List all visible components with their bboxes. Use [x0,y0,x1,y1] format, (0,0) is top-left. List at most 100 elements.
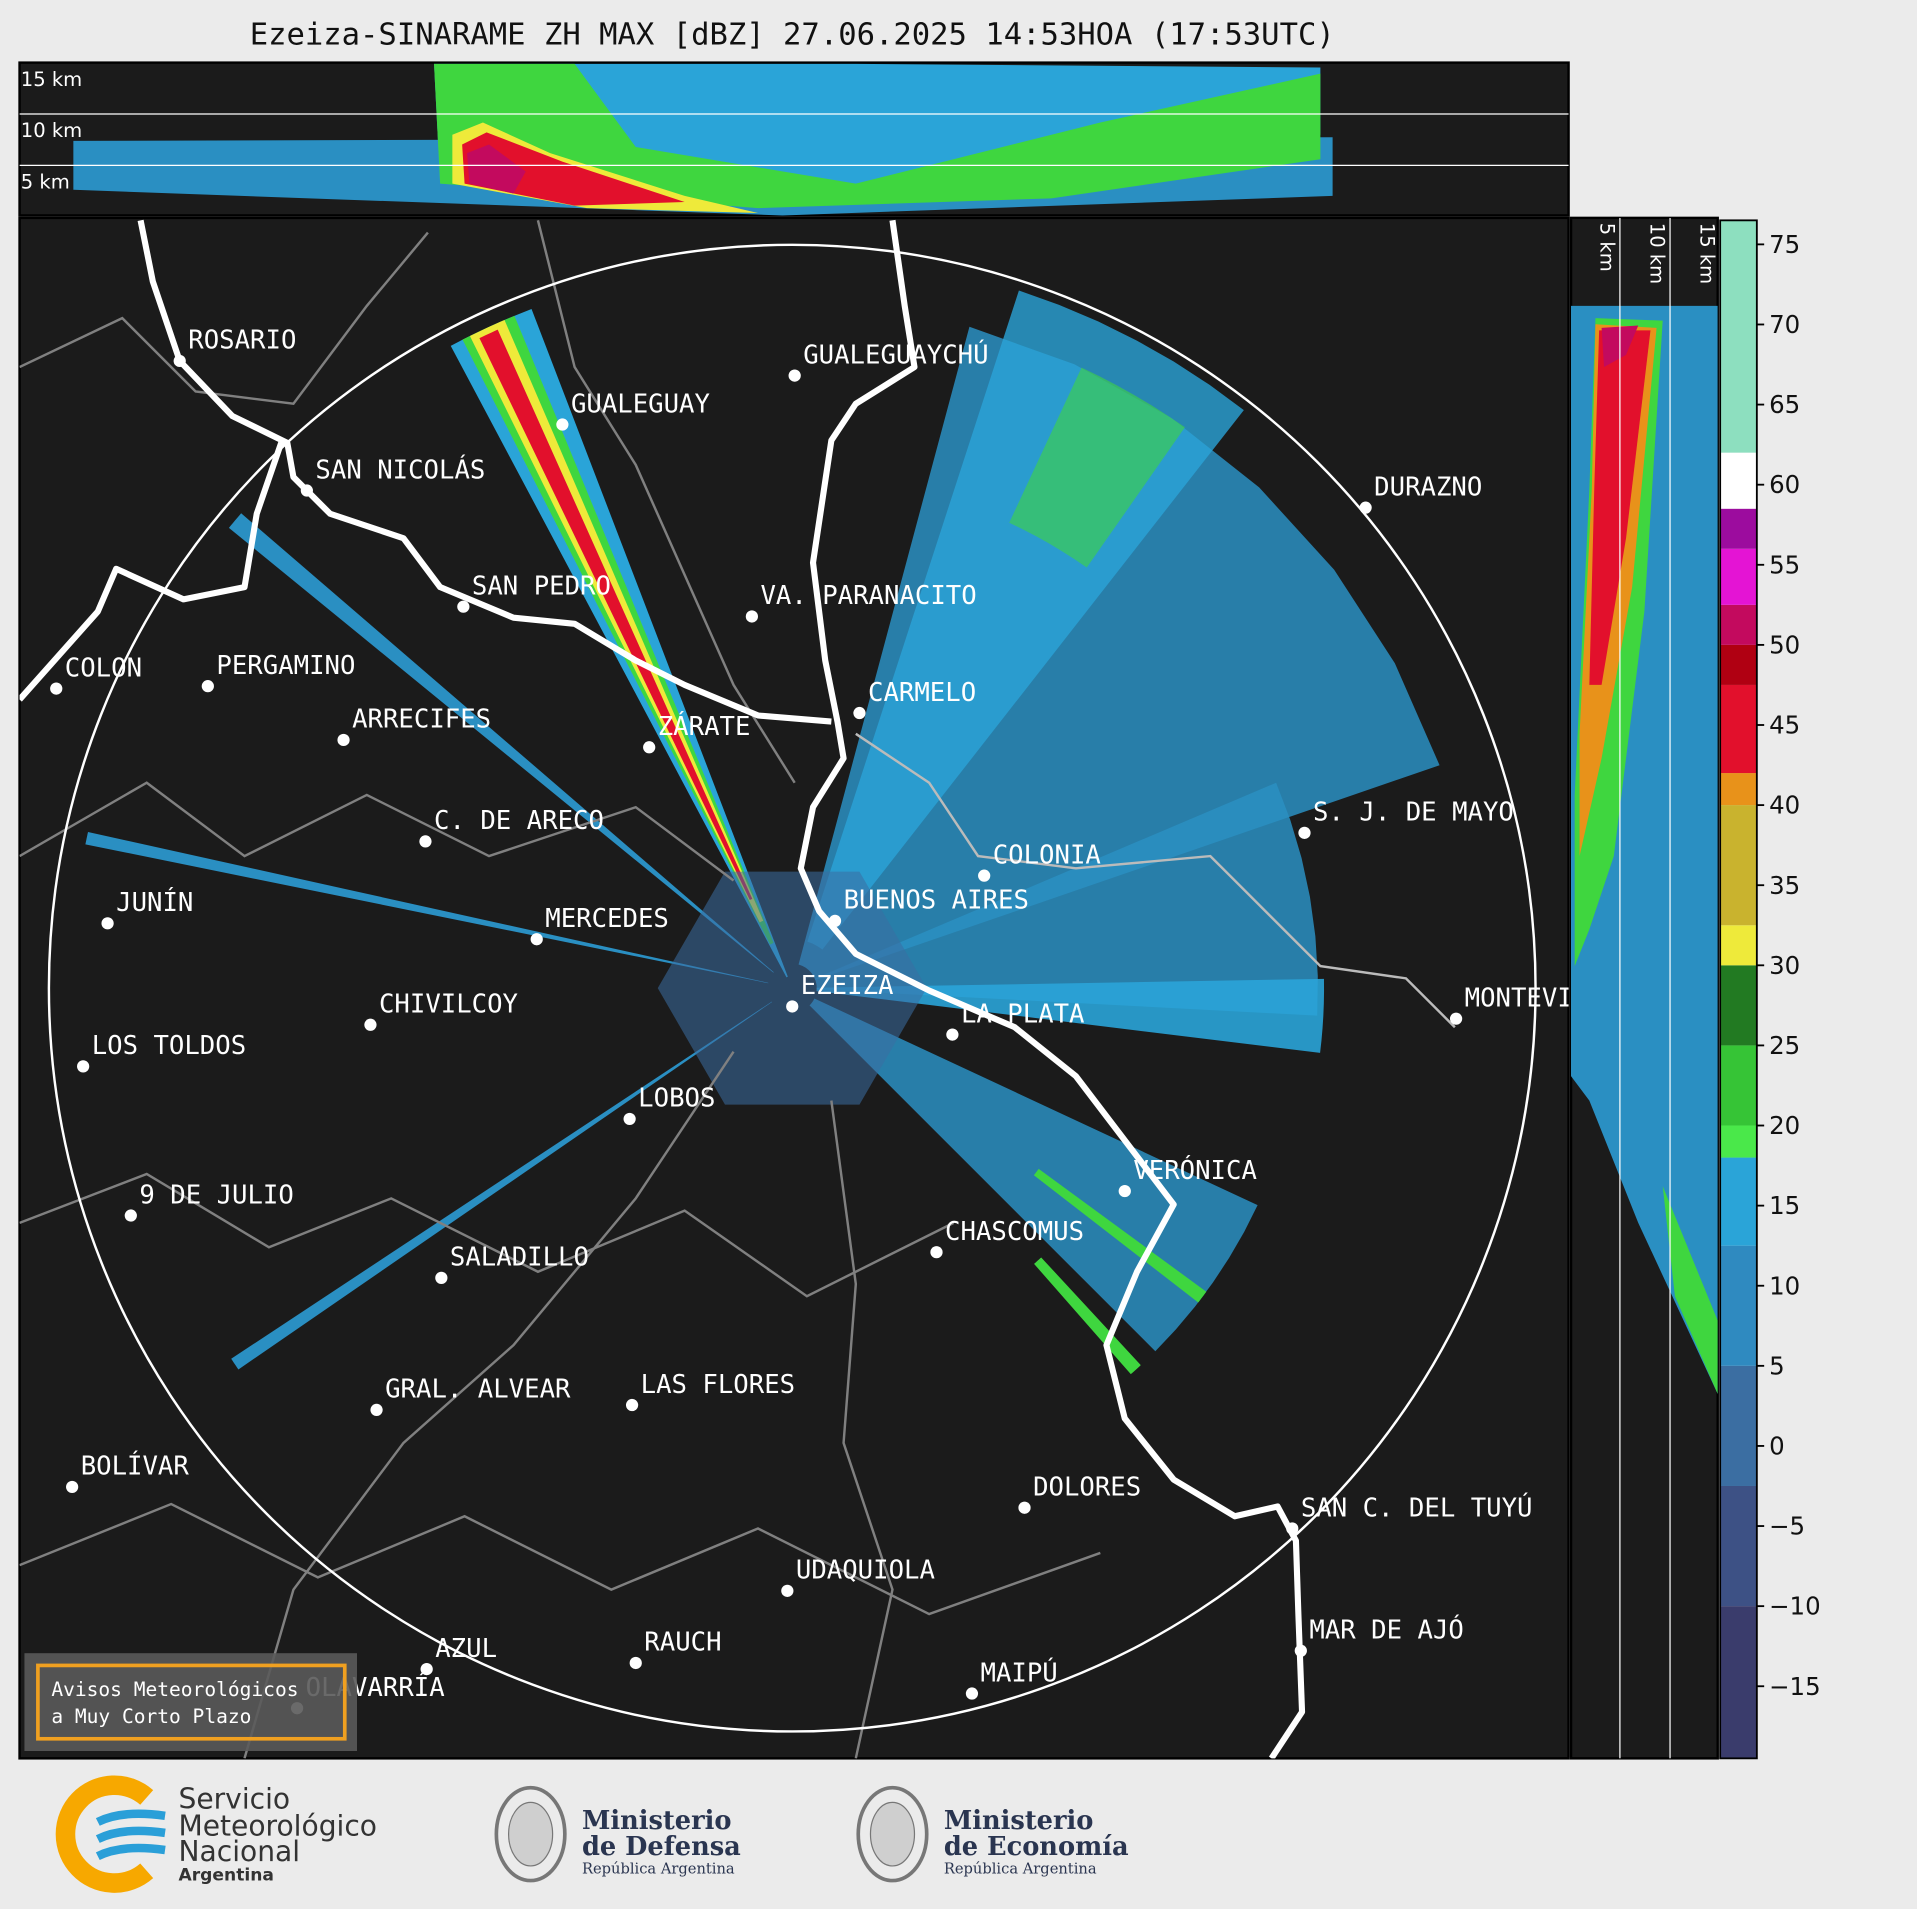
city-dot [930,1246,943,1259]
border [536,220,796,784]
logo-text: Argentina [178,1866,273,1886]
city-label: EZEIZA [801,971,894,1001]
height-label: 10 km [21,119,82,142]
echo [462,132,685,206]
colorbar-segment [1720,1485,1757,1607]
echo [479,329,753,900]
crest [494,1785,567,1883]
colorbar-segment [1720,508,1757,549]
city-dot [101,917,114,930]
city-label: DOLORES [1033,1472,1141,1502]
city-label: LAS FLORES [641,1370,795,1400]
city-label: LA PLATA [961,999,1085,1029]
city-dot [853,706,866,720]
rivers [19,219,1306,1759]
city-dot [1286,1522,1299,1535]
title: Ezeiza-SINARAME ZH MAX [dBZ] 27.06.2025 … [250,17,1335,52]
smn-logo: Servicio Meteorológico Nacional Argentin… [55,1775,377,1893]
colorbar-segment [1720,1606,1757,1759]
city-label: SALADILLO [450,1243,589,1273]
echo [1034,1257,1141,1375]
echo [1009,367,1185,568]
height-label: 10 km [1645,223,1668,284]
city-dot [1294,1644,1307,1657]
echo [814,782,1318,1016]
border [830,1100,894,1759]
city-dot [788,369,801,382]
city-dot [370,1403,383,1417]
city-dot [66,1480,79,1494]
border [19,1502,1101,1616]
city-label: BUENOS AIRES [844,886,1029,916]
border [19,781,735,882]
city-dot [1118,1184,1131,1198]
city-label: S. J. DE MAYO [1313,798,1514,828]
range-ring [47,243,1537,1733]
city-dot [828,914,842,927]
city-label: MERCEDES [545,904,669,934]
colorbar-frame [1719,219,1758,1760]
city-label: VA. PARANACITO [760,581,976,611]
colorbar-tick-label: −5 [1769,1512,1805,1541]
border [19,1172,955,1298]
logo-text: Ministerio [944,1806,1094,1836]
city-dot [457,600,470,613]
logo-text: República Argentina [944,1860,1097,1877]
city-dot [419,835,432,848]
coast [855,732,1456,1029]
side-section [1571,217,1718,1759]
notice-background [24,1653,357,1752]
city-dot [978,869,991,882]
city-dot [124,1209,137,1222]
city-label: LOS TOLDOS [92,1031,246,1061]
height-labels: 15 km 10 km 5 km 5 km 10 km 15 km [21,68,1719,284]
defensa-logo: Ministerio de Defensa República Argentin… [494,1785,741,1883]
colorbar-segment [1720,1125,1757,1158]
city-label: MAIPÚ [981,1656,1058,1688]
city-label: GRAL. ALVEAR [385,1375,571,1405]
colorbar-tick-label: 70 [1769,310,1800,339]
city-label: ZÁRATE [658,710,751,742]
colorbar-segment [1720,805,1757,926]
colorbar-tick-label: 75 [1769,230,1800,259]
logo-arc [55,1775,154,1893]
city-dot [300,484,313,497]
colorbar-tick-label: 65 [1769,390,1800,419]
logo-text: Servicio [178,1782,290,1815]
colorbar-tick-label: 40 [1769,791,1800,820]
colorbar-tick-label: 30 [1769,951,1800,980]
colorbar-tick-label: 25 [1769,1031,1800,1060]
city-label: COLON [65,653,142,683]
colorbar-tick-label: 35 [1769,871,1800,900]
colorbar-segment [1720,1245,1757,1366]
city-dot [625,1398,639,1412]
colorbar-segment [1720,604,1757,645]
city-dot [201,680,214,693]
notice-text: Avisos Meteorológicos [51,1678,298,1701]
city-dot [337,733,350,747]
city-dot [946,1028,959,1041]
city-label: ARRECIFES [352,705,491,735]
river [19,441,285,702]
economia-logo: Ministerio de Economía República Argenti… [856,1785,1129,1883]
city-label: JUNÍN [116,886,193,918]
city-label: ROSARIO [188,326,296,356]
coastline [797,219,1306,1759]
city-label: MONTEVIDEO [1465,983,1619,1013]
city-label: 9 DE JULIO [139,1180,293,1210]
echo [85,831,769,984]
city-dot [173,354,186,368]
height-label: 5 km [21,171,70,194]
colorbar-segment [1720,548,1757,605]
city-label: CARMELO [868,678,976,708]
echo [657,871,927,1105]
colorbar-tick-label: −15 [1769,1672,1821,1701]
colorbar-segment [1720,644,1757,685]
city-dot [1298,826,1311,839]
city-label: GUALEGUAY [571,389,710,419]
city-label: GUALEGUAYCHÚ [803,338,988,370]
echo [1033,1168,1207,1303]
city-dot [1359,501,1372,514]
